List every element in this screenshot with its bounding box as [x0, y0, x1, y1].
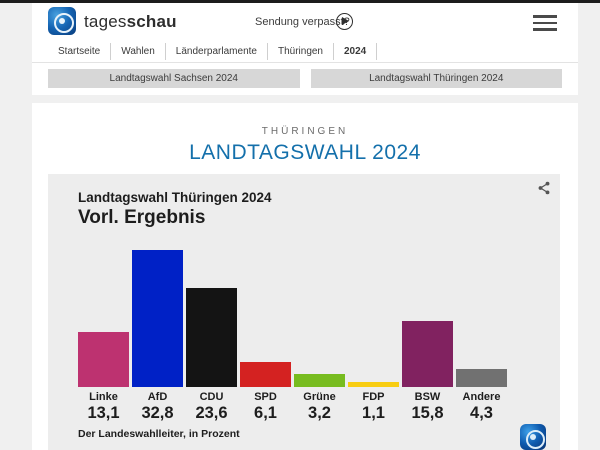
bar-linke [78, 332, 129, 387]
tab-landtagswahl-thueringen[interactable]: Landtagswahl Thüringen 2024 [310, 69, 562, 88]
share-icon[interactable] [537, 181, 551, 195]
chart-title: Landtagswahl Thüringen 2024 [78, 190, 272, 205]
sendung-verpasst-link[interactable]: Sendung verpasst? [255, 16, 350, 28]
bar-afd [132, 250, 183, 387]
bar-value-fdp: 1,1 [362, 404, 385, 422]
bar-column-andere: Andere 4,3 [456, 250, 507, 423]
bar-value-cdu: 23,6 [195, 404, 228, 422]
bar-label-grüne: Grüne [303, 391, 336, 403]
breadcrumb-2024[interactable]: 2024 [334, 43, 378, 60]
menu-icon[interactable] [533, 15, 557, 31]
tagesschau-logo-icon[interactable] [48, 7, 76, 35]
bar-value-afd: 32,8 [141, 404, 174, 422]
bar-label-cdu: CDU [199, 391, 224, 403]
bar-value-spd: 6,1 [254, 404, 277, 422]
bar-column-bsw: BSW 15,8 [402, 250, 453, 423]
bar-area [456, 250, 507, 387]
bar-area [186, 250, 237, 387]
bar-area [132, 250, 183, 387]
brand-bold: schau [126, 12, 177, 31]
brand-wordmark[interactable]: tagesschau [84, 12, 177, 32]
breadcrumb-startseite[interactable]: Startseite [48, 43, 112, 60]
bar-area [240, 250, 291, 387]
bar-value-grüne: 3,2 [308, 404, 331, 422]
bar-fdp [348, 382, 399, 387]
bar-label-bsw: BSW [414, 391, 441, 403]
bar-bsw [402, 321, 453, 387]
bar-label-spd: SPD [254, 391, 277, 403]
bar-label-linke: Linke [89, 391, 118, 403]
bar-andere [456, 369, 507, 387]
results-chart-card: Landtagswahl Thüringen 2024 Vorl. Ergebn… [48, 174, 560, 450]
tab-landtagswahl-sachsen[interactable]: Landtagswahl Sachsen 2024 [48, 69, 300, 88]
bar-cdu [186, 288, 237, 387]
bar-area [402, 250, 453, 387]
bar-plot: Linke 13,1 AfD 32,8 CDU 23,6 SPD 6,1 Grüne 3,2 FDP… [78, 250, 507, 423]
brand-regular: tages [84, 12, 127, 31]
bar-value-bsw: 15,8 [411, 404, 444, 422]
bar-area [78, 250, 129, 387]
top-strip [0, 0, 600, 3]
bar-label-afd: AfD [147, 391, 168, 403]
page-title: LANDTAGSWAHL 2024 [189, 141, 421, 164]
breadcrumb-wahlen[interactable]: Wahlen [111, 43, 166, 60]
chart-source: Der Landeswahlleiter, in Prozent [78, 428, 240, 440]
bar-spd [240, 362, 291, 387]
bar-label-fdp: FDP [362, 391, 385, 403]
play-icon[interactable] [336, 13, 353, 30]
bar-label-andere: Andere [462, 391, 501, 403]
breadcrumb-laenderparlamente[interactable]: Länderparlamente [166, 43, 268, 60]
bar-area [348, 250, 399, 387]
bar-column-cdu: CDU 23,6 [186, 250, 237, 423]
bar-column-linke: Linke 13,1 [78, 250, 129, 423]
main-content: THÜRINGEN LANDTAGSWAHL 2024 Landtagswahl… [32, 103, 578, 450]
breadcrumb: Startseite Wahlen Länderparlamente Thüri… [32, 41, 578, 63]
tagesschau-watermark-icon [520, 424, 546, 450]
site-header: tagesschau Sendung verpasst? Startseite … [32, 3, 578, 95]
header-row: tagesschau Sendung verpasst? [32, 3, 578, 41]
election-tabs: Landtagswahl Sachsen 2024 Landtagswahl T… [48, 69, 562, 88]
bar-column-afd: AfD 32,8 [132, 250, 183, 423]
bar-grüne [294, 374, 345, 387]
bar-area [294, 250, 345, 387]
bar-column-fdp: FDP 1,1 [348, 250, 399, 423]
bar-value-linke: 13,1 [87, 404, 120, 422]
bar-value-andere: 4,3 [470, 404, 493, 422]
chart-subtitle: Vorl. Ergebnis [78, 207, 206, 228]
breadcrumb-thueringen[interactable]: Thüringen [268, 43, 334, 60]
page-kicker: THÜRINGEN [261, 126, 349, 137]
bar-column-grüne: Grüne 3,2 [294, 250, 345, 423]
bar-column-spd: SPD 6,1 [240, 250, 291, 423]
